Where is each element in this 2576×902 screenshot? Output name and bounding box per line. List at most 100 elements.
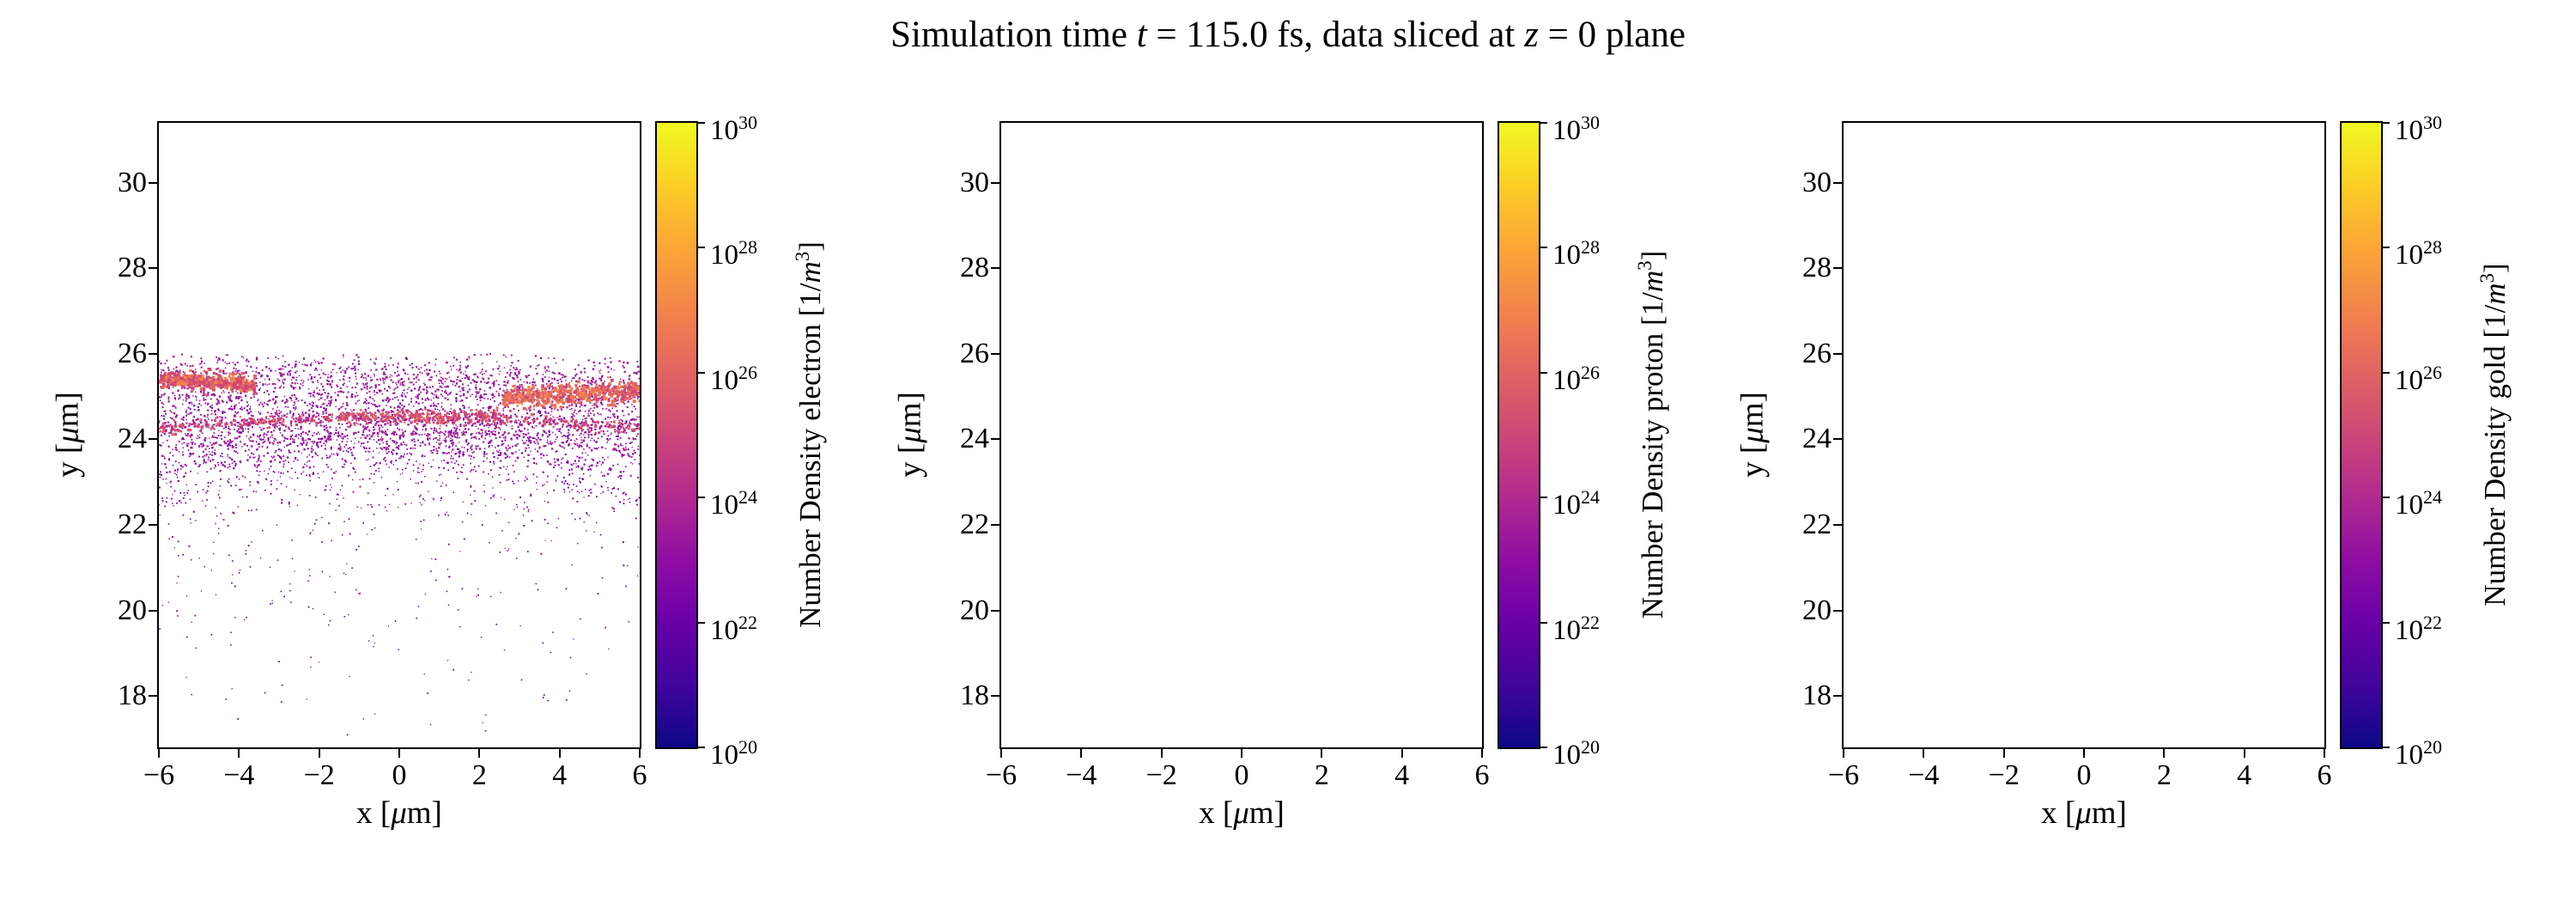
y-tick-mark [1833, 352, 1842, 355]
y-tick-label: 22 [960, 509, 989, 541]
panel-proton: y [μm] x [μm] Number Density proton [1/m… [893, 112, 1684, 900]
x-axis-label: x [μm] [159, 795, 640, 832]
x-tick-label: 6 [632, 759, 647, 791]
colorbar-tick-mark [698, 621, 705, 624]
colorbar-tick-label: 1022 [2395, 611, 2442, 646]
y-tick-label: 26 [960, 337, 989, 369]
x-tick-label: −4 [223, 759, 255, 791]
x-tick-label: −2 [303, 759, 335, 791]
colorbar-tick-label: 1026 [710, 361, 757, 396]
y-tick-label: 20 [118, 594, 147, 626]
y-tick-mark [991, 267, 999, 270]
colorbar-tick-mark [2383, 497, 2390, 499]
x-tick-label: 0 [392, 759, 407, 791]
y-tick-label: 28 [118, 252, 147, 284]
x-tick-label: 4 [1394, 759, 1410, 791]
y-tick-mark [1833, 181, 1842, 184]
colorbar-tick-mark [698, 247, 705, 249]
y-tick-mark [1833, 695, 1842, 698]
colorbar-tick-mark [2383, 621, 2390, 624]
colorbar-label-text: Number Density proton [1/ [1635, 292, 1669, 619]
x-tick-label: 0 [2076, 759, 2092, 791]
y-tick-label: 22 [1802, 509, 1832, 541]
title-text-pre: Simulation time [890, 15, 1137, 55]
colorbar-label-m: m [1635, 270, 1669, 293]
y-tick-label: 30 [1802, 166, 1832, 198]
plot-area-gold [1842, 121, 2326, 749]
y-tick-label: 18 [118, 680, 147, 712]
x-tick-label: −2 [1145, 759, 1177, 791]
colorbar-label-m: m [2477, 283, 2512, 305]
colorbar-label-gold: Number Density gold [1/m3] [2476, 263, 2512, 606]
x-axis-label-unit: m] [2091, 795, 2127, 831]
colorbar-tick-label: 1026 [2395, 361, 2442, 396]
x-axis-label-text: x [ [2041, 795, 2076, 831]
y-tick-mark [149, 352, 157, 355]
x-axis-label-unit: m] [406, 795, 442, 831]
title-text-mid: = 115.0 fs, data sliced at [1146, 15, 1525, 55]
figure-title: Simulation time t = 115.0 fs, data slice… [0, 14, 2576, 56]
y-tick-mark [149, 524, 157, 527]
y-tick-mark [149, 181, 157, 184]
y-tick-label: 24 [1802, 423, 1832, 455]
y-tick-label: 26 [118, 337, 147, 369]
x-axis-label: x [μm] [1001, 795, 1482, 832]
y-tick-label: 20 [1802, 594, 1832, 626]
x-tick-mark [2324, 749, 2325, 758]
y-tick-label: 24 [118, 423, 147, 455]
colorbar-tick-label: 1030 [1552, 112, 1600, 146]
colorbar-label-exp: 3 [792, 251, 814, 262]
y-tick-label: 22 [118, 509, 147, 541]
colorbar-tick-label: 1024 [2395, 486, 2442, 521]
colorbar-tick-label: 1030 [2395, 112, 2442, 146]
colorbar-tick-mark [2383, 747, 2390, 748]
y-tick-mark [1833, 609, 1842, 612]
x-tick-label: −4 [1908, 759, 1940, 791]
colorbar-tick-label: 1020 [1552, 736, 1600, 771]
colorbar-tick-label: 1024 [710, 486, 757, 521]
colorbar-proton [1498, 121, 1540, 749]
title-text-post: = 0 plane [1538, 15, 1686, 55]
colorbar-tick-mark [2383, 122, 2390, 124]
x-tick-mark [1321, 749, 1323, 758]
y-tick-label: 24 [960, 423, 989, 455]
colorbar-tick-label: 1020 [710, 736, 757, 771]
electron-density-scatter-canvas [159, 123, 640, 747]
y-axis-label-unit: m] [50, 392, 86, 428]
colorbar-tick-mark [1540, 122, 1547, 124]
y-tick-label: 30 [118, 166, 147, 198]
x-tick-mark [238, 749, 240, 758]
colorbar-label-proton: Number Density proton [1/m3] [1634, 251, 1670, 619]
plot-area-electron [157, 121, 641, 749]
y-axis-label-unit: m] [892, 392, 928, 428]
y-tick-label: 26 [1802, 337, 1832, 369]
y-tick-mark [1833, 524, 1842, 527]
y-tick-label: 20 [960, 594, 989, 626]
colorbar-tick-label: 1030 [710, 112, 757, 146]
colorbar-label-text: Number Density electron [1/ [793, 283, 827, 628]
x-tick-label: −6 [985, 759, 1018, 791]
x-tick-label: −4 [1066, 759, 1097, 791]
colorbar-tick-mark [1540, 247, 1547, 249]
colorbar-label-close: ] [793, 241, 827, 252]
colorbar-tick-label: 1024 [1552, 486, 1600, 521]
y-tick-mark [149, 609, 157, 612]
colorbar-tick-label: 1020 [2395, 736, 2442, 771]
y-tick-mark [991, 438, 999, 441]
plot-area-proton [999, 121, 1484, 749]
title-var-z: z [1524, 15, 1539, 55]
colorbar-tick-mark [698, 747, 705, 748]
colorbar-tick-mark [698, 371, 705, 374]
colorbar-tick-mark [2383, 371, 2390, 374]
colorbar-label-close: ] [1635, 250, 1669, 261]
x-tick-label: 2 [471, 759, 487, 791]
x-tick-label: 2 [2156, 759, 2172, 791]
panel-gold: y [μm] x [μm] Number Density gold [1/m3]… [1735, 112, 2526, 900]
colorbar-tick-mark [1540, 747, 1547, 748]
mu-symbol: μ [2075, 795, 2092, 831]
y-tick-mark [149, 695, 157, 698]
colorbar-tick-mark [698, 497, 705, 499]
x-tick-label: −6 [1827, 759, 1860, 791]
colorbar-tick-mark [1540, 497, 1547, 499]
x-tick-mark [398, 749, 400, 758]
